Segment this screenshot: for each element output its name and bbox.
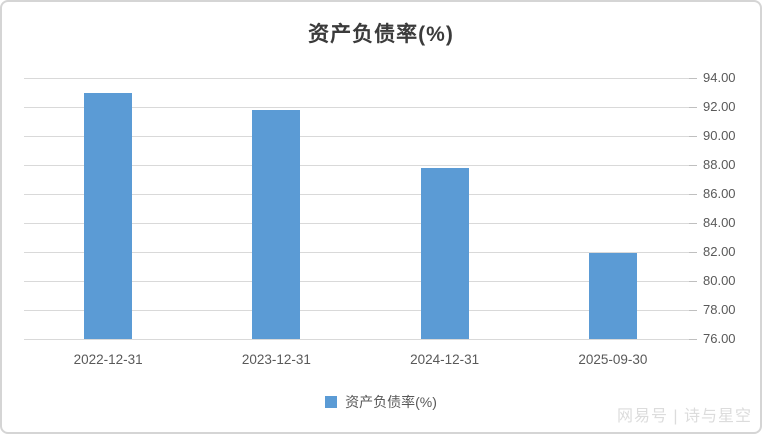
bar — [588, 253, 637, 339]
y-axis-tick — [689, 107, 697, 108]
y-axis-tick — [689, 310, 697, 311]
bar — [252, 109, 301, 339]
y-axis-tick — [689, 252, 697, 253]
y-axis-tick — [689, 194, 697, 195]
watermark: 网易号 | 诗与星空 — [616, 408, 752, 425]
gridline — [24, 107, 689, 108]
gridline — [24, 252, 689, 253]
chart-title: 资产负债率(%) — [308, 23, 454, 46]
y-tick-label: 80.00 — [703, 273, 736, 288]
y-tick-label: 88.00 — [703, 157, 736, 172]
y-axis-tick — [689, 223, 697, 224]
x-tick-label: 2022-12-31 — [73, 352, 143, 367]
y-axis-tick — [689, 339, 697, 340]
y-tick-label: 92.00 — [703, 99, 736, 114]
gridline — [24, 165, 689, 166]
y-axis-tick — [689, 78, 697, 79]
x-tick-label: 2023-12-31 — [241, 352, 311, 367]
y-tick-label: 84.00 — [703, 215, 736, 230]
gridline — [24, 136, 689, 137]
gridline — [24, 281, 689, 282]
gridline — [24, 310, 689, 311]
legend-swatch — [325, 396, 338, 408]
x-tick-label: 2024-12-31 — [410, 352, 480, 367]
y-tick-label: 94.00 — [703, 70, 736, 85]
y-tick-label: 86.00 — [703, 186, 736, 201]
gridline — [24, 194, 689, 195]
legend-label: 资产负债率(%) — [345, 394, 437, 410]
y-tick-label: 82.00 — [703, 244, 736, 259]
y-axis-tick — [689, 165, 697, 166]
gridline — [24, 339, 689, 340]
y-axis-tick — [689, 281, 697, 282]
x-tick-label: 2025-09-30 — [578, 352, 648, 367]
legend: 资产负债率(%) — [2, 392, 760, 412]
bar — [84, 92, 133, 339]
gridline — [24, 223, 689, 224]
y-tick-label: 76.00 — [703, 331, 736, 346]
gridline — [24, 78, 689, 79]
y-tick-label: 90.00 — [703, 128, 736, 143]
bar — [420, 167, 469, 339]
y-axis-tick — [689, 136, 697, 137]
y-tick-label: 78.00 — [703, 302, 736, 317]
